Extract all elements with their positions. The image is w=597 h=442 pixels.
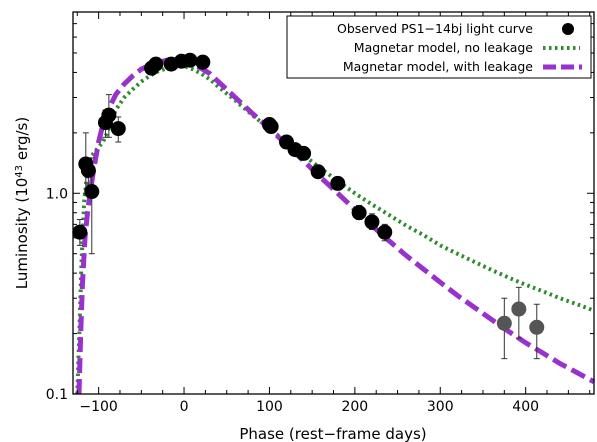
x-tick-label: 0 [180, 399, 189, 415]
x-tick-label: 200 [341, 399, 368, 415]
observed-point [364, 214, 380, 230]
observed-point [351, 205, 367, 221]
y-axis-ticks: 0.1 1.0 [46, 11, 594, 403]
y-axis-label-main: Luminosity (10 [13, 178, 31, 290]
x-axis-label: Phase (rest−frame days) [239, 425, 426, 442]
observed-point [310, 164, 326, 180]
observed-point [330, 175, 346, 191]
observed-point [101, 107, 117, 123]
y-axis-label-exponent: 43 [14, 165, 25, 178]
y-tick-label: 1.0 [46, 186, 68, 202]
model-curve-with-leakage [76, 57, 596, 395]
late-time-point [511, 301, 527, 317]
late-time-point [529, 319, 545, 335]
observed-point [80, 162, 96, 178]
legend-label-no-leakage: Magnetar model, no leakage [354, 40, 534, 55]
y-axis-label-unit: erg/s) [13, 117, 31, 165]
late-time-point [496, 315, 512, 331]
observed-point [377, 224, 393, 240]
legend-box [286, 15, 592, 79]
legend-label-with-leakage: Magnetar model, with leakage [343, 59, 533, 74]
y-axis-label: Luminosity (1043 erg/s) [13, 117, 31, 289]
legend-label-observed: Observed PS1−14bj light curve [337, 21, 533, 36]
observed-point [148, 56, 164, 72]
x-tick-label: 400 [512, 399, 539, 415]
observed-point [195, 54, 211, 70]
observed-point [72, 224, 88, 240]
data-points [72, 52, 545, 335]
observed-point [182, 52, 198, 68]
x-tick-label: 300 [427, 399, 454, 415]
x-tick-label: 100 [256, 399, 283, 415]
y-tick-label: 0.1 [46, 387, 68, 403]
observed-point [84, 184, 100, 200]
model-curves [75, 57, 596, 395]
model-curve-no-leakage [75, 64, 595, 395]
legend: Observed PS1−14bj light curve Magnetar m… [286, 15, 592, 79]
plot-area [72, 52, 596, 395]
observed-point [263, 119, 279, 135]
legend-marker-observed [562, 23, 574, 35]
observed-point [296, 145, 312, 161]
x-tick-label: −100 [79, 399, 117, 415]
error-bars [76, 56, 540, 360]
observed-point [110, 121, 126, 137]
